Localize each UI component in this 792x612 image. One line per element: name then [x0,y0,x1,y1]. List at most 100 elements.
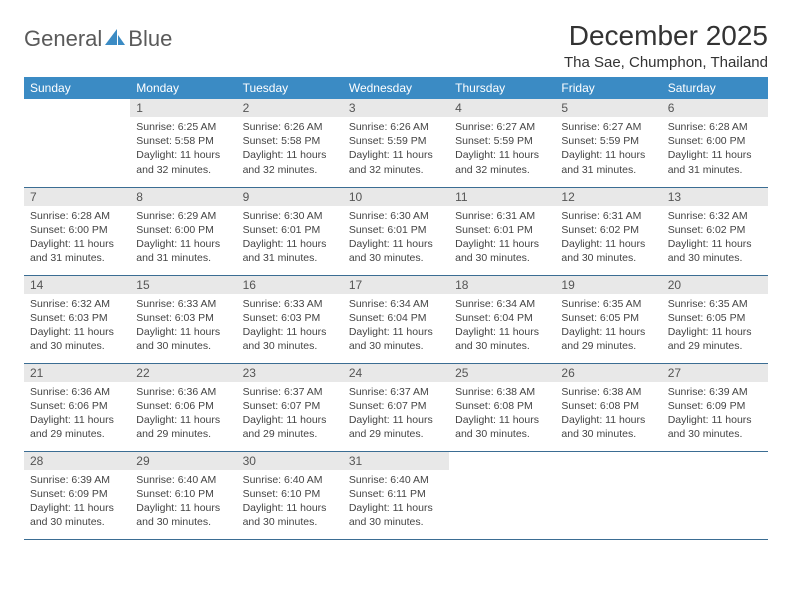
weekday-header: Monday [130,77,236,99]
day-details: Sunrise: 6:27 AMSunset: 5:59 PMDaylight:… [555,117,661,179]
day-number: 5 [555,99,661,117]
weekday-header-row: SundayMondayTuesdayWednesdayThursdayFrid… [24,77,768,99]
day-details: Sunrise: 6:32 AMSunset: 6:02 PMDaylight:… [662,206,768,268]
sunset-line: Sunset: 6:07 PM [349,399,443,413]
sunrise-line: Sunrise: 6:32 AM [668,209,762,223]
day-number: 24 [343,364,449,382]
day-details: Sunrise: 6:26 AMSunset: 5:58 PMDaylight:… [237,117,343,179]
sunrise-line: Sunrise: 6:40 AM [136,473,230,487]
daylight-line: Daylight: 11 hours and 32 minutes. [349,148,443,176]
day-details: Sunrise: 6:38 AMSunset: 6:08 PMDaylight:… [555,382,661,444]
sunrise-line: Sunrise: 6:38 AM [455,385,549,399]
calendar-cell: 24Sunrise: 6:37 AMSunset: 6:07 PMDayligh… [343,363,449,451]
sunrise-line: Sunrise: 6:25 AM [136,120,230,134]
day-number: 29 [130,452,236,470]
calendar-cell [555,451,661,539]
calendar-cell: 14Sunrise: 6:32 AMSunset: 6:03 PMDayligh… [24,275,130,363]
sunset-line: Sunset: 5:59 PM [561,134,655,148]
sunrise-line: Sunrise: 6:40 AM [349,473,443,487]
sunrise-line: Sunrise: 6:31 AM [455,209,549,223]
day-details: Sunrise: 6:37 AMSunset: 6:07 PMDaylight:… [237,382,343,444]
header: General Blue December 2025 Tha Sae, Chum… [24,20,768,71]
weekday-header: Saturday [662,77,768,99]
sunset-line: Sunset: 6:03 PM [30,311,124,325]
sunrise-line: Sunrise: 6:37 AM [243,385,337,399]
calendar-cell [449,451,555,539]
daylight-line: Daylight: 11 hours and 31 minutes. [136,237,230,265]
day-details: Sunrise: 6:40 AMSunset: 6:11 PMDaylight:… [343,470,449,532]
month-title: December 2025 [564,20,768,52]
sunset-line: Sunset: 6:05 PM [668,311,762,325]
calendar-cell [662,451,768,539]
sunrise-line: Sunrise: 6:38 AM [561,385,655,399]
day-number-empty [555,452,661,470]
day-number-empty [24,99,130,117]
calendar-cell: 31Sunrise: 6:40 AMSunset: 6:11 PMDayligh… [343,451,449,539]
location: Tha Sae, Chumphon, Thailand [564,54,768,71]
calendar-week-row: 7Sunrise: 6:28 AMSunset: 6:00 PMDaylight… [24,187,768,275]
calendar-table: SundayMondayTuesdayWednesdayThursdayFrid… [24,77,768,540]
calendar-cell: 21Sunrise: 6:36 AMSunset: 6:06 PMDayligh… [24,363,130,451]
sunset-line: Sunset: 6:01 PM [349,223,443,237]
calendar-cell: 27Sunrise: 6:39 AMSunset: 6:09 PMDayligh… [662,363,768,451]
day-details: Sunrise: 6:25 AMSunset: 5:58 PMDaylight:… [130,117,236,179]
weekday-header: Sunday [24,77,130,99]
daylight-line: Daylight: 11 hours and 30 minutes. [561,237,655,265]
calendar-cell: 20Sunrise: 6:35 AMSunset: 6:05 PMDayligh… [662,275,768,363]
daylight-line: Daylight: 11 hours and 29 minutes. [30,413,124,441]
sunrise-line: Sunrise: 6:26 AM [349,120,443,134]
day-details: Sunrise: 6:27 AMSunset: 5:59 PMDaylight:… [449,117,555,179]
calendar-week-row: 1Sunrise: 6:25 AMSunset: 5:58 PMDaylight… [24,99,768,187]
day-details: Sunrise: 6:40 AMSunset: 6:10 PMDaylight:… [237,470,343,532]
day-number: 11 [449,188,555,206]
sunrise-line: Sunrise: 6:34 AM [455,297,549,311]
calendar-cell: 18Sunrise: 6:34 AMSunset: 6:04 PMDayligh… [449,275,555,363]
daylight-line: Daylight: 11 hours and 30 minutes. [455,325,549,353]
sunset-line: Sunset: 6:06 PM [136,399,230,413]
day-number: 3 [343,99,449,117]
sunset-line: Sunset: 5:58 PM [136,134,230,148]
calendar-cell: 8Sunrise: 6:29 AMSunset: 6:00 PMDaylight… [130,187,236,275]
day-details: Sunrise: 6:28 AMSunset: 6:00 PMDaylight:… [662,117,768,179]
sunrise-line: Sunrise: 6:30 AM [243,209,337,223]
sunrise-line: Sunrise: 6:28 AM [30,209,124,223]
sunset-line: Sunset: 5:58 PM [243,134,337,148]
day-number: 2 [237,99,343,117]
weekday-header: Wednesday [343,77,449,99]
calendar-cell: 29Sunrise: 6:40 AMSunset: 6:10 PMDayligh… [130,451,236,539]
sunrise-line: Sunrise: 6:27 AM [455,120,549,134]
day-number: 25 [449,364,555,382]
calendar-cell: 17Sunrise: 6:34 AMSunset: 6:04 PMDayligh… [343,275,449,363]
day-details: Sunrise: 6:37 AMSunset: 6:07 PMDaylight:… [343,382,449,444]
day-details: Sunrise: 6:35 AMSunset: 6:05 PMDaylight:… [555,294,661,356]
sunrise-line: Sunrise: 6:39 AM [668,385,762,399]
calendar-cell: 2Sunrise: 6:26 AMSunset: 5:58 PMDaylight… [237,99,343,187]
sunrise-line: Sunrise: 6:29 AM [136,209,230,223]
daylight-line: Daylight: 11 hours and 30 minutes. [668,413,762,441]
sunrise-line: Sunrise: 6:27 AM [561,120,655,134]
daylight-line: Daylight: 11 hours and 32 minutes. [136,148,230,176]
sunset-line: Sunset: 6:09 PM [668,399,762,413]
day-number: 1 [130,99,236,117]
day-number: 28 [24,452,130,470]
calendar-cell: 13Sunrise: 6:32 AMSunset: 6:02 PMDayligh… [662,187,768,275]
day-details: Sunrise: 6:35 AMSunset: 6:05 PMDaylight:… [662,294,768,356]
day-details: Sunrise: 6:26 AMSunset: 5:59 PMDaylight:… [343,117,449,179]
day-number: 7 [24,188,130,206]
sunset-line: Sunset: 6:09 PM [30,487,124,501]
sunrise-line: Sunrise: 6:39 AM [30,473,124,487]
day-number: 12 [555,188,661,206]
day-number: 15 [130,276,236,294]
daylight-line: Daylight: 11 hours and 30 minutes. [349,501,443,529]
sunset-line: Sunset: 6:03 PM [243,311,337,325]
day-number: 4 [449,99,555,117]
daylight-line: Daylight: 11 hours and 32 minutes. [455,148,549,176]
day-details: Sunrise: 6:34 AMSunset: 6:04 PMDaylight:… [343,294,449,356]
logo-text-2: Blue [128,26,172,52]
title-block: December 2025 Tha Sae, Chumphon, Thailan… [564,20,768,71]
daylight-line: Daylight: 11 hours and 30 minutes. [136,501,230,529]
day-details: Sunrise: 6:29 AMSunset: 6:00 PMDaylight:… [130,206,236,268]
calendar-cell: 3Sunrise: 6:26 AMSunset: 5:59 PMDaylight… [343,99,449,187]
sunset-line: Sunset: 6:08 PM [455,399,549,413]
daylight-line: Daylight: 11 hours and 30 minutes. [349,325,443,353]
